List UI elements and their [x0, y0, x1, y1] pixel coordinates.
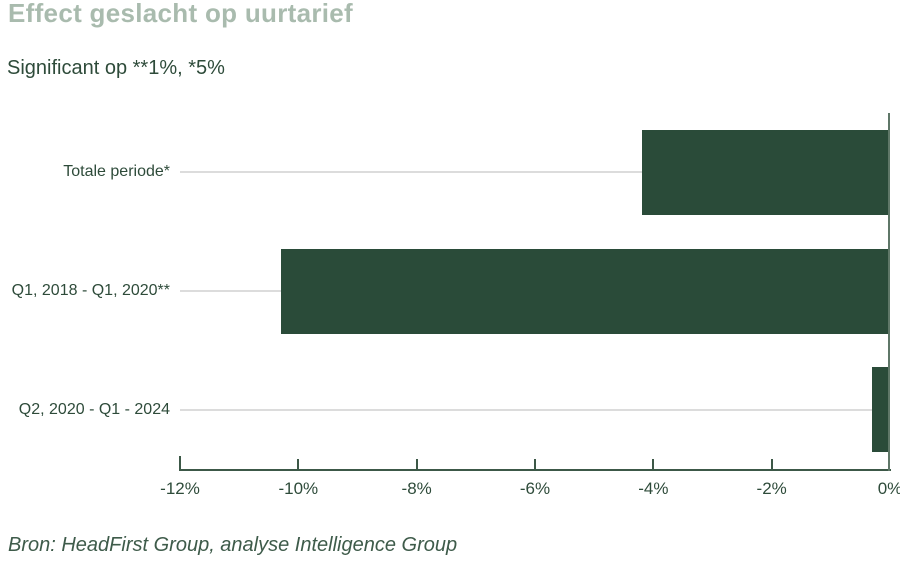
x-axis-line [179, 469, 891, 471]
category-label: Totale periode* [63, 163, 170, 181]
x-axis-tick [652, 459, 655, 469]
page-title: Effect geslacht op uurtarief [8, 0, 354, 28]
category-gridline [180, 171, 890, 174]
bar [872, 367, 890, 453]
category-label: Q2, 2020 - Q1 - 2024 [18, 400, 170, 418]
x-axis-tick-label: -2% [756, 479, 787, 498]
x-axis-tick-label: -4% [638, 479, 669, 498]
bar [280, 248, 890, 334]
category-label: Q1, 2018 - Q1, 2020** [11, 282, 170, 299]
x-axis-tick-label: -10% [278, 479, 319, 498]
bar [641, 129, 890, 215]
x-axis-tick-label: -8% [401, 479, 432, 498]
x-axis-tick [179, 456, 181, 469]
x-axis-tick-label: 0% [877, 479, 900, 498]
x-axis-tick [770, 459, 773, 469]
x-axis-tick-label: -6% [519, 479, 551, 498]
zero-baseline [888, 113, 890, 471]
x-axis-tick-label: -12% [160, 479, 200, 498]
x-axis-tick [534, 459, 536, 469]
source-note: Bron: HeadFirst Group, analyse Intellige… [8, 534, 458, 556]
category-gridline [180, 408, 890, 411]
x-axis-tick [297, 459, 300, 469]
x-axis-tick [415, 459, 418, 469]
chart-subtitle: Significant op **1%, *5% [7, 57, 225, 79]
